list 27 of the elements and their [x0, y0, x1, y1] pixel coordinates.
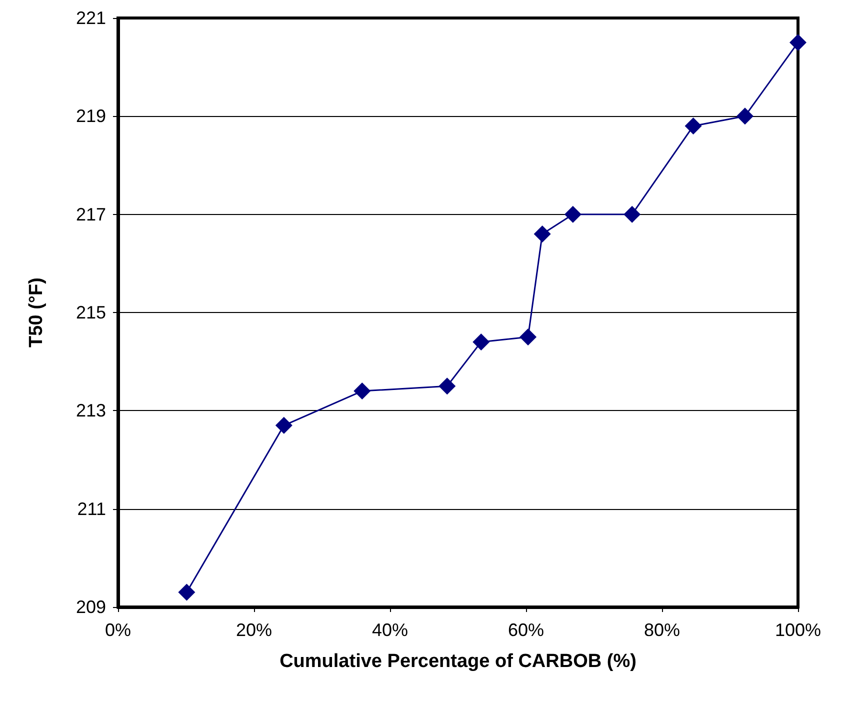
point [564, 206, 582, 223]
y-tick-label: 209 [76, 597, 106, 617]
y-tick-label: 221 [76, 8, 106, 28]
point [534, 225, 551, 242]
point [624, 206, 641, 223]
point [790, 34, 806, 52]
point [438, 378, 456, 395]
x-axis-title: Cumulative Percentage of CARBOB (%) [280, 651, 636, 672]
y-tick-label: 211 [77, 498, 106, 519]
y-tick-label: 219 [76, 106, 106, 126]
point [275, 416, 292, 434]
x-tick-label: 20% [236, 620, 272, 640]
point [684, 117, 702, 134]
x-tick-label: 0% [104, 620, 132, 640]
point [354, 382, 371, 400]
x-tick-label: 60% [508, 620, 544, 640]
y-tick-label: 213 [76, 400, 106, 421]
x-tick-label: 100% [774, 620, 822, 640]
point [520, 328, 537, 346]
point [178, 584, 196, 601]
y-tick-label: 217 [76, 204, 106, 224]
point [736, 108, 754, 125]
y-tick-label: 215 [76, 302, 106, 322]
y-axis-title: T50 (°F) [26, 278, 47, 348]
point [472, 333, 490, 350]
x-tick-label: 40% [372, 620, 408, 640]
x-tick-label: 80% [644, 620, 680, 640]
